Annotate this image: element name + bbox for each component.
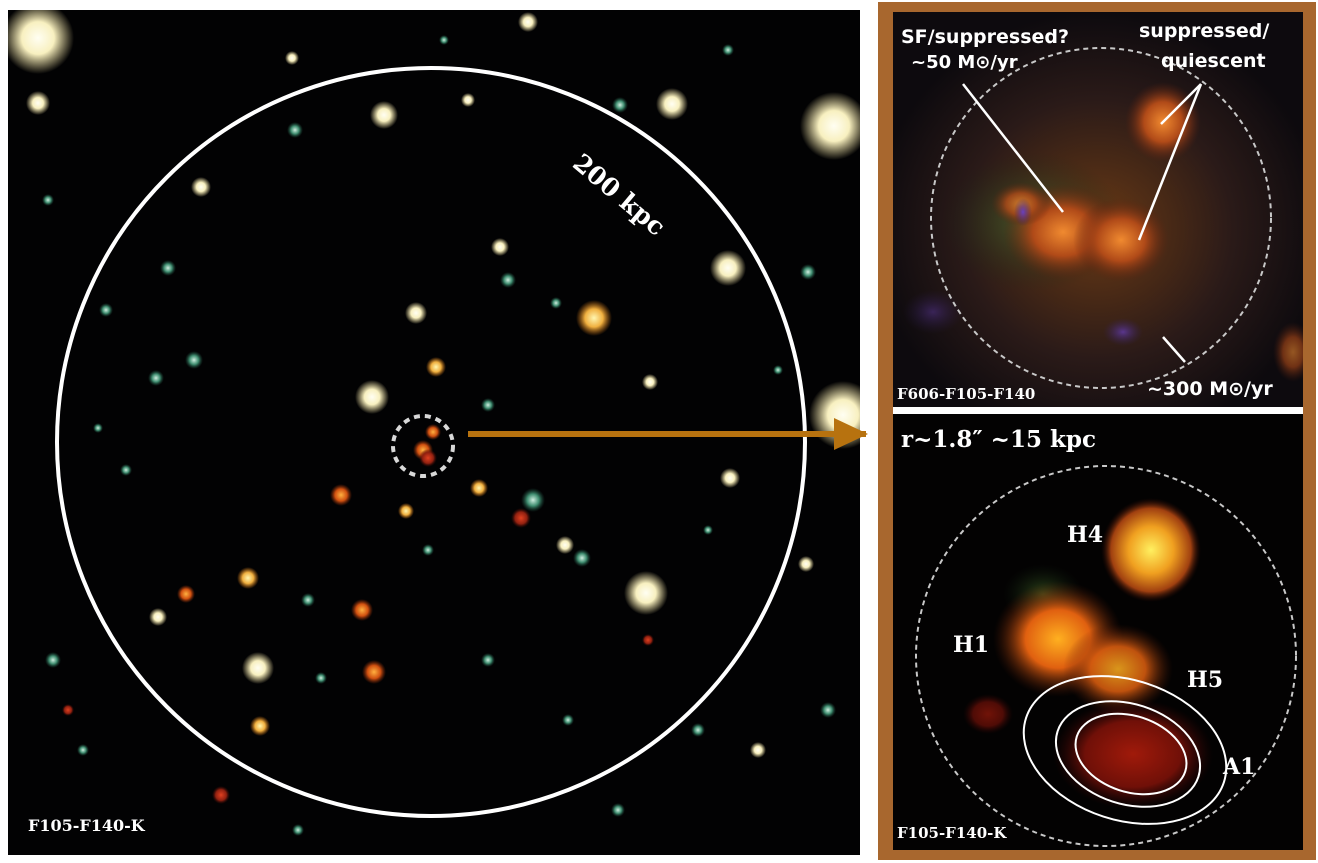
pointer-line-quiescent-a [1137,83,1203,241]
panel-divider [893,407,1303,414]
label-quiescent: quiescent [1161,50,1266,72]
radius-label: r~1.8″ ~15 kpc [901,426,1096,453]
top-filter-label: F606-F105-F140 [897,385,1036,403]
target-cluster [413,424,441,467]
wide-field-panel: 200 kpc F105-F140-K [8,10,860,855]
pointer-line-quiescent-b [1160,83,1202,125]
zoom-panel-bottom: r~1.8″ ~15 kpc H4 H1 H5 A1 F105-F140-K [893,414,1303,850]
label-suppressed: suppressed/ [1139,20,1270,42]
source-label-h4: H4 [1067,522,1104,548]
source-label-a1: A1 [1223,754,1256,780]
red-galaxies [62,300,654,804]
bright-sources [8,10,860,758]
zoom-bottom-dashed-circle [915,465,1297,847]
zoom-image-bottom [915,465,1297,847]
target-dashed-circle [391,414,455,478]
contour-middle [1054,700,1202,808]
source-label-h1: H1 [953,632,990,658]
wide-field-image [8,10,860,836]
zoom-panel-top: SF/suppressed? ~50 M⊙/yr suppressed/ qui… [893,12,1303,407]
left-filter-label: F105-F140-K [28,816,145,835]
contours-a1 [1022,675,1228,825]
contour-outer [1022,675,1228,825]
pointer-line-sf [962,83,1064,213]
contour-inner [1074,712,1188,796]
bottom-filter-label: F105-F140-K [897,824,1007,842]
label-sfr-300: ~300 M⊙/yr [1147,378,1273,400]
zoom-image-top [893,12,1303,407]
source-label-h5: H5 [1187,667,1224,693]
pointer-line-300 [1162,336,1186,363]
label-sf-rate: ~50 M⊙/yr [911,52,1018,73]
zoom-top-dashed-circle [930,47,1272,389]
faint-sources [42,35,836,836]
aperture-200kpc-circle [55,66,807,818]
label-sf-suppressed: SF/suppressed? [901,26,1070,48]
